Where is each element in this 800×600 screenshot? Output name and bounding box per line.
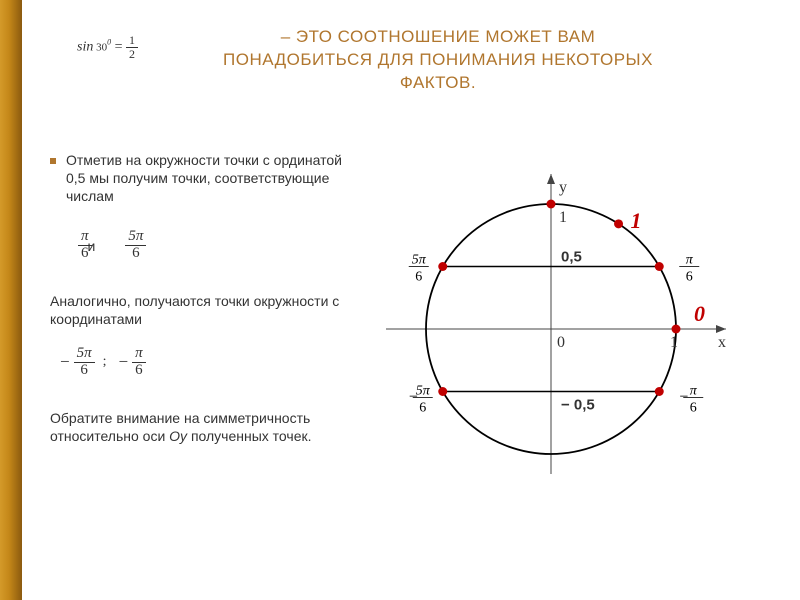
svg-text:y: y xyxy=(559,179,567,196)
svg-text:6: 6 xyxy=(415,269,422,284)
bullet-paragraph-1: Отметив на окружности точки с ординатой … xyxy=(50,151,345,212)
svg-text:1: 1 xyxy=(631,208,642,233)
slide-content: sin 300 = 12 – ЭТО СООТНОШЕНИЕ МОЖЕТ ВАМ… xyxy=(22,0,800,600)
svg-text:1: 1 xyxy=(559,209,567,226)
and-word: и xyxy=(88,237,96,255)
unit-circle-diagram: xy0110,5− 0,510π65π6−5π6−π6 xyxy=(371,149,791,519)
fraction-row-positive: π 6 и 5π 6 xyxy=(78,229,345,262)
svg-text:6: 6 xyxy=(686,269,693,284)
bullet-icon xyxy=(50,158,56,164)
svg-text:0: 0 xyxy=(694,301,705,326)
frac-neg-5pi-6: − 5π 6 ; xyxy=(60,346,107,379)
frac-neg-pi-6: − π 6 xyxy=(119,346,146,379)
svg-text:6: 6 xyxy=(419,400,426,415)
slide-title: – ЭТО СООТНОШЕНИЕ МОЖЕТ ВАМ ПОНАДОБИТЬСЯ… xyxy=(100,26,776,95)
title-line-2: ПОНАДОБИТЬСЯ ДЛЯ ПОНИМАНИЯ НЕКОТОРЫХ xyxy=(223,50,653,69)
title-line-3: ФАКТОВ. xyxy=(400,73,476,92)
paragraph-1: Отметив на окружности точки с ординатой … xyxy=(66,151,345,206)
title-line-1: – ЭТО СООТНОШЕНИЕ МОЖЕТ ВАМ xyxy=(281,27,596,46)
semicolon: ; xyxy=(103,353,107,371)
right-column: xy0110,5− 0,510π65π6−5π6−π6 xyxy=(361,123,776,463)
paragraph-2: Аналогично, получаются точки окружности … xyxy=(50,292,345,328)
svg-text:− 0,5: − 0,5 xyxy=(561,396,595,413)
header-formula: sin 300 = 12 xyxy=(77,34,138,60)
svg-text:6: 6 xyxy=(690,400,697,415)
svg-text:0,5: 0,5 xyxy=(561,248,582,265)
svg-text:5π: 5π xyxy=(412,252,427,267)
svg-text:x: x xyxy=(718,334,726,351)
svg-text:1: 1 xyxy=(670,334,678,351)
svg-text:π: π xyxy=(690,383,698,398)
svg-text:π: π xyxy=(686,252,694,267)
left-column: Отметив на окружности точки с ординатой … xyxy=(50,123,345,463)
paragraph-3: Обратите внимание на симметричность отно… xyxy=(50,409,345,445)
fraction-row-negative: − 5π 6 ; − π 6 xyxy=(60,346,345,379)
accent-sidebar xyxy=(0,0,22,600)
svg-text:0: 0 xyxy=(557,334,565,351)
frac-5pi-6: 5π 6 xyxy=(125,229,146,262)
body-layout: Отметив на окружности точки с ординатой … xyxy=(50,123,776,463)
svg-text:5π: 5π xyxy=(416,383,431,398)
